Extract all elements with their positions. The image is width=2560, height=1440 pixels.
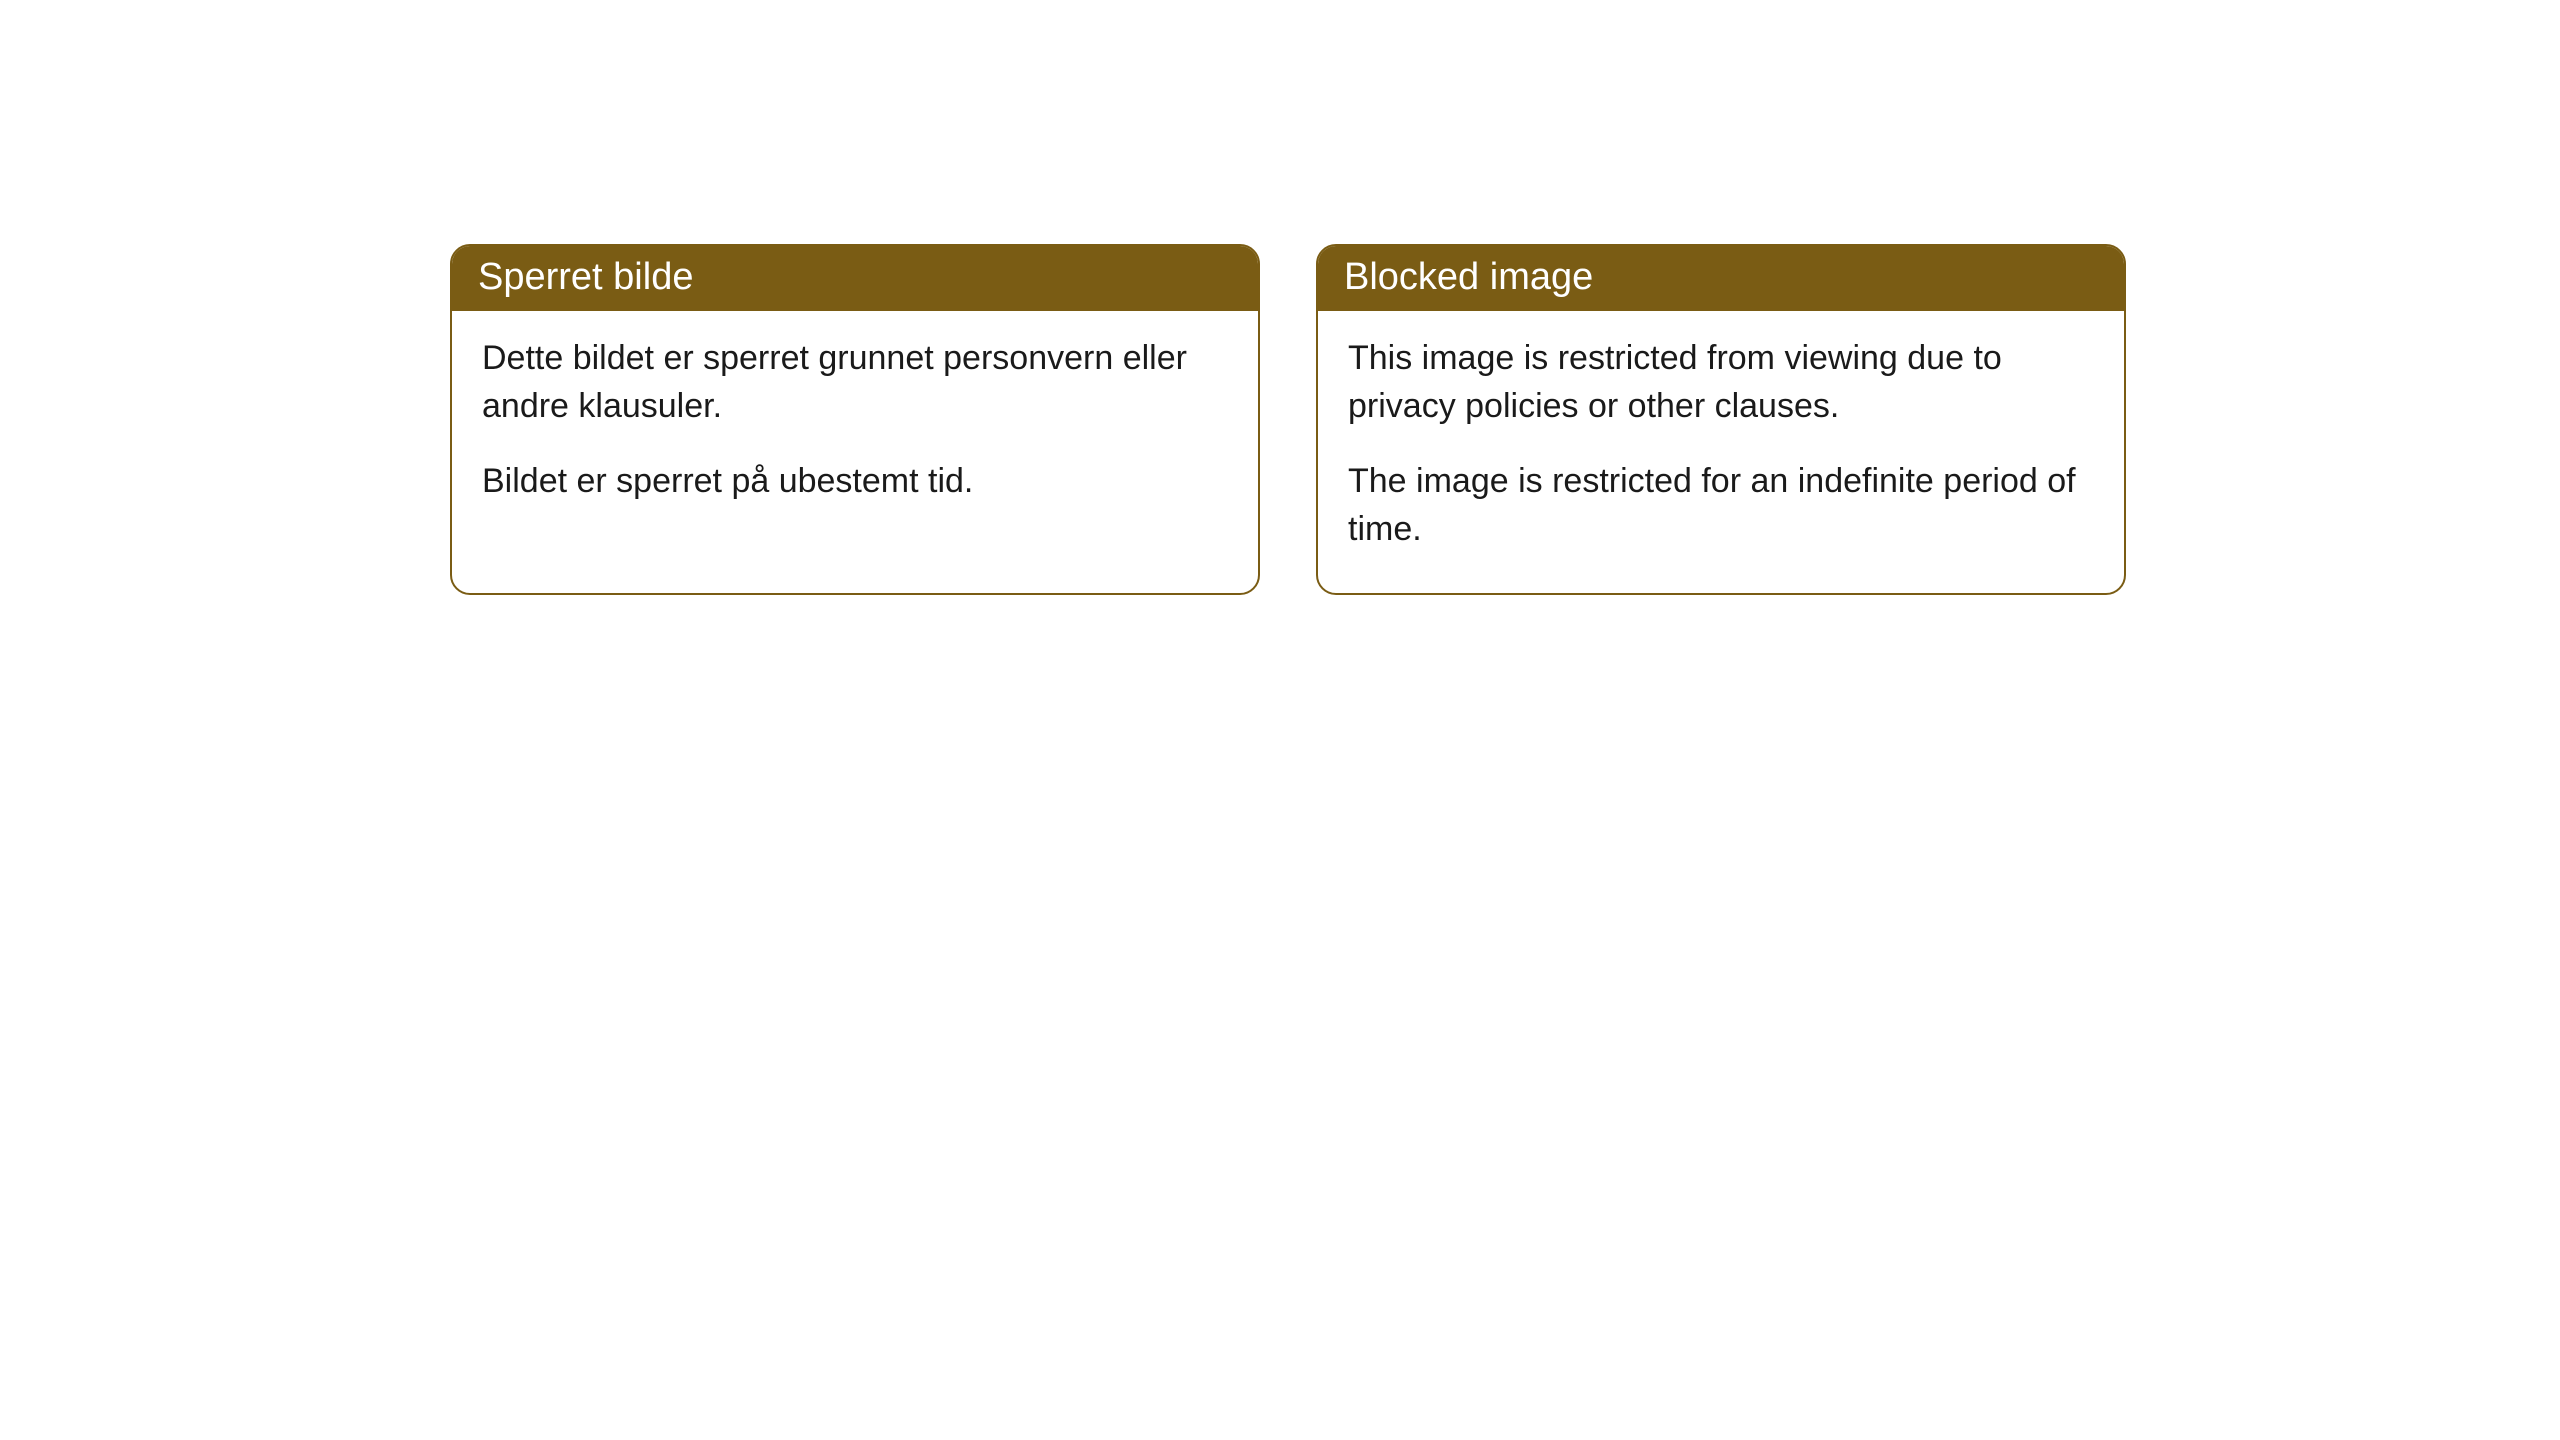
notice-header-english: Blocked image <box>1318 246 2124 311</box>
notice-paragraph: Dette bildet er sperret grunnet personve… <box>482 335 1228 430</box>
notice-body-norwegian: Dette bildet er sperret grunnet personve… <box>452 311 1258 546</box>
notice-card-norwegian: Sperret bilde Dette bildet er sperret gr… <box>450 244 1260 595</box>
notice-paragraph: This image is restricted from viewing du… <box>1348 335 2094 430</box>
notice-paragraph: The image is restricted for an indefinit… <box>1348 458 2094 553</box>
notice-card-english: Blocked image This image is restricted f… <box>1316 244 2126 595</box>
notice-paragraph: Bildet er sperret på ubestemt tid. <box>482 458 1228 506</box>
notice-body-english: This image is restricted from viewing du… <box>1318 311 2124 593</box>
notice-container: Sperret bilde Dette bildet er sperret gr… <box>450 244 2126 595</box>
notice-header-norwegian: Sperret bilde <box>452 246 1258 311</box>
